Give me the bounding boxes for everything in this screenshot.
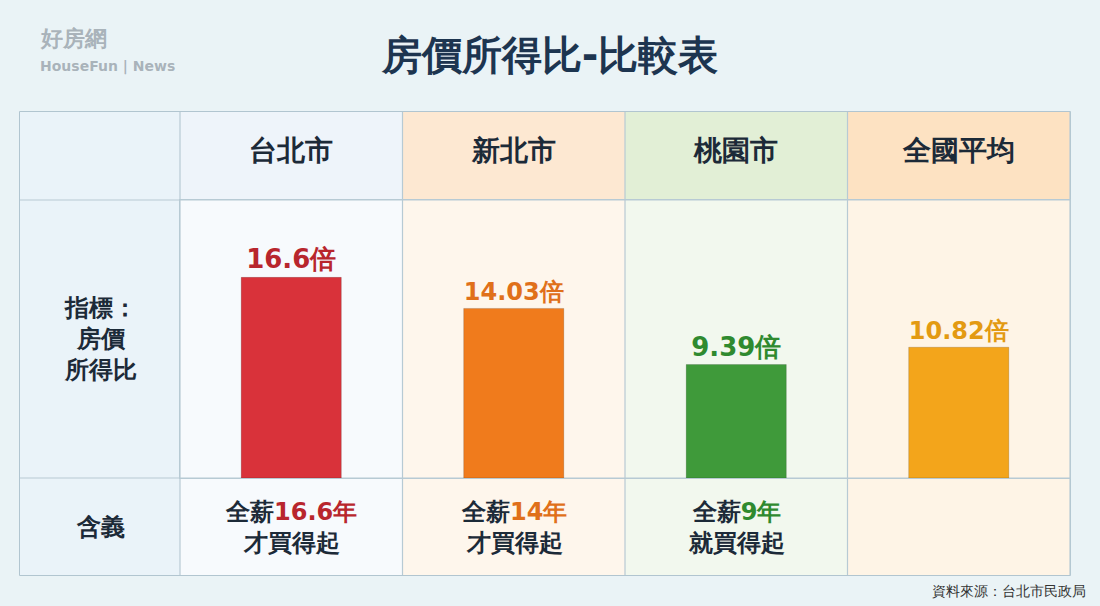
svg-text:全薪14年才買得起: 全薪14年才買得起 bbox=[461, 498, 567, 557]
svg-text:資料來源：台北市民政局: 資料來源：台北市民政局 bbox=[932, 583, 1086, 599]
svg-text:房價所得比-比較表: 房價所得比-比較表 bbox=[381, 32, 719, 78]
svg-text:全薪16.6年才買得起: 全薪16.6年才買得起 bbox=[225, 498, 357, 557]
svg-text:16.6倍: 16.6倍 bbox=[246, 244, 336, 274]
svg-text:9.39倍: 9.39倍 bbox=[691, 332, 781, 362]
svg-text:10.82倍: 10.82倍 bbox=[909, 317, 1009, 345]
svg-text:指標：房價所得比: 指標：房價所得比 bbox=[64, 294, 137, 384]
svg-text:含義: 含義 bbox=[76, 513, 125, 541]
svg-text:全薪9年就買得起: 全薪9年就買得起 bbox=[688, 498, 785, 557]
svg-text:HouseFun | News: HouseFun | News bbox=[40, 58, 175, 75]
svg-text:新北市: 新北市 bbox=[471, 134, 556, 167]
svg-text:台北市: 台北市 bbox=[249, 134, 333, 167]
svg-text:全國平均: 全國平均 bbox=[902, 134, 1015, 167]
svg-text:好房網: 好房網 bbox=[40, 26, 107, 51]
svg-text:桃園市: 桃園市 bbox=[693, 134, 778, 167]
svg-text:14.03倍: 14.03倍 bbox=[464, 278, 564, 306]
